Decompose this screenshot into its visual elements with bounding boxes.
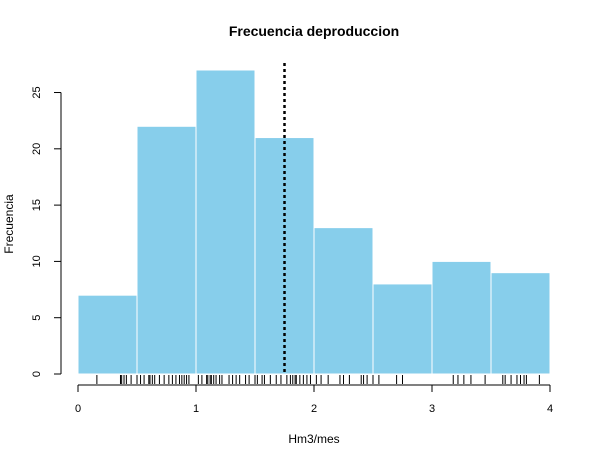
histogram-bar-5 [372, 283, 433, 375]
x-tick-label-3: 3 [429, 403, 435, 415]
histogram-bar-0 [77, 294, 138, 375]
x-tick-label-0: 0 [75, 403, 81, 415]
bars-group [77, 69, 551, 375]
histogram-bar-4 [313, 227, 374, 375]
y-tick-label-0: 0 [31, 371, 43, 377]
y-tick-label-3: 15 [31, 199, 43, 211]
x-axis: 0 1 2 3 4 [75, 384, 553, 415]
rug-group [96, 375, 540, 384]
y-tick-label-4: 20 [31, 143, 43, 155]
histogram-bar-7 [490, 272, 551, 375]
x-tick-label-4: 4 [547, 403, 553, 415]
y-tick-label-1: 5 [31, 315, 43, 321]
x-tick-label-2: 2 [311, 403, 317, 415]
histogram-bar-2 [195, 69, 256, 375]
y-axis-label: Frecuencia [2, 194, 16, 254]
histogram-bar-1 [136, 125, 197, 375]
x-axis-label: Hm3/mes [288, 432, 339, 446]
chart-title: Frecuencia deproduccion [229, 23, 399, 39]
histogram-bar-6 [431, 260, 492, 375]
y-tick-label-2: 10 [31, 255, 43, 267]
y-tick-label-5: 25 [31, 86, 43, 98]
x-tick-label-1: 1 [193, 403, 199, 415]
y-axis: 0 5 10 15 20 25 [31, 86, 62, 377]
